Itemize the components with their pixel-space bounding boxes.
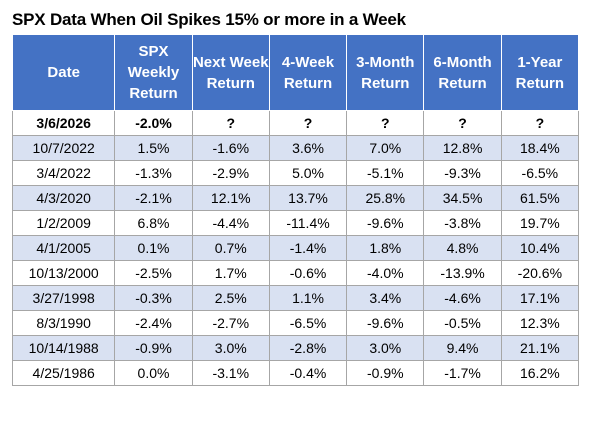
return-cell: -9.6% <box>346 210 425 236</box>
column-header: Next Week Return <box>191 34 270 111</box>
return-cell: 10.4% <box>500 235 580 261</box>
return-cell: ? <box>423 110 502 136</box>
table-row: 3/27/1998 -0.3% 2.5% 1.1% 3.4% -4.6% 17.1% <box>11 285 580 311</box>
return-cell: -2.7% <box>191 310 270 336</box>
return-cell: 6.8% <box>114 210 193 236</box>
column-header: 1-Year Return <box>500 34 580 111</box>
return-cell: 0.7% <box>191 235 270 261</box>
return-cell: 34.5% <box>423 185 502 211</box>
return-cell: 18.4% <box>500 135 580 161</box>
return-cell: -3.8% <box>423 210 502 236</box>
return-cell: -2.9% <box>191 160 270 186</box>
return-cell: -1.6% <box>191 135 270 161</box>
return-cell: ? <box>268 110 348 136</box>
date-cell: 8/3/1990 <box>11 310 116 336</box>
return-cell: -0.5% <box>423 310 502 336</box>
return-cell: -5.1% <box>346 160 425 186</box>
return-cell: -1.4% <box>268 235 348 261</box>
return-cell: -0.6% <box>268 260 348 286</box>
return-cell: 16.2% <box>500 360 580 386</box>
return-cell: 4.8% <box>423 235 502 261</box>
return-cell: 3.6% <box>268 135 348 161</box>
return-cell: 3.0% <box>346 335 425 361</box>
date-cell: 1/2/2009 <box>11 210 116 236</box>
return-cell: -9.3% <box>423 160 502 186</box>
return-cell: -0.9% <box>114 335 193 361</box>
return-cell: 25.8% <box>346 185 425 211</box>
table-row: 3/4/2022 -1.3% -2.9% 5.0% -5.1% -9.3% -6.5% <box>11 160 580 186</box>
column-header: 4-Week Return <box>268 34 348 111</box>
table-row: 4/3/2020 -2.1% 12.1% 13.7% 25.8% 34.5% 61.5% <box>11 185 580 211</box>
return-cell: -0.4% <box>268 360 348 386</box>
return-cell: 1.5% <box>114 135 193 161</box>
return-cell: -4.4% <box>191 210 270 236</box>
return-cell: -2.4% <box>114 310 193 336</box>
column-header: 6-Month Return <box>423 34 502 111</box>
date-cell: 4/1/2005 <box>11 235 116 261</box>
return-cell: -13.9% <box>423 260 502 286</box>
return-cell: -20.6% <box>500 260 580 286</box>
return-cell: 12.3% <box>500 310 580 336</box>
date-cell: 4/25/1986 <box>11 360 116 386</box>
date-cell: 4/3/2020 <box>11 185 116 211</box>
return-cell: -11.4% <box>268 210 348 236</box>
return-cell: ? <box>346 110 425 136</box>
return-cell: -3.1% <box>191 360 270 386</box>
column-header: Date <box>11 34 116 111</box>
return-cell: 0.0% <box>114 360 193 386</box>
header-row: Date SPX Weekly Return Next Week Return 4-W… <box>11 34 580 111</box>
return-cell: -1.7% <box>423 360 502 386</box>
table-row: 10/13/2000 -2.5% 1.7% -0.6% -4.0% -13.9% -20.6… <box>11 260 580 286</box>
date-cell: 3/6/2026 <box>11 110 116 136</box>
table-row: 4/1/2005 0.1% 0.7% -1.4% 1.8% 4.8% 10.4% <box>11 235 580 261</box>
return-cell: 7.0% <box>346 135 425 161</box>
table-row: 3/6/2026 -2.0%????? <box>11 110 580 136</box>
return-cell: 2.5% <box>191 285 270 311</box>
date-cell: 3/4/2022 <box>11 160 116 186</box>
return-cell: ? <box>500 110 580 136</box>
table-row: 10/14/1988 -0.9% 3.0% -2.8% 3.0% 9.4% 21.1% <box>11 335 580 361</box>
return-cell: -1.3% <box>114 160 193 186</box>
return-cell: -4.6% <box>423 285 502 311</box>
return-cell: -2.8% <box>268 335 348 361</box>
date-cell: 10/7/2022 <box>11 135 116 161</box>
return-cell: -0.3% <box>114 285 193 311</box>
table-row: 1/2/2009 6.8% -4.4% -11.4% -9.6% -3.8% 19.7% <box>11 210 580 236</box>
return-cell: 1.7% <box>191 260 270 286</box>
table-title: SPX Data When Oil Spikes 15% or more in … <box>12 10 406 29</box>
return-cell: -2.5% <box>114 260 193 286</box>
return-cell: -0.9% <box>346 360 425 386</box>
return-cell: 19.7% <box>500 210 580 236</box>
date-cell: 3/27/1998 <box>11 285 116 311</box>
table-row: 8/3/1990 -2.4% -2.7% -6.5% -9.6% -0.5% 12.3% <box>11 310 580 336</box>
date-cell: 10/14/1988 <box>11 335 116 361</box>
return-cell: 12.1% <box>191 185 270 211</box>
return-cell: 0.1% <box>114 235 193 261</box>
date-cell: 10/13/2000 <box>11 260 116 286</box>
table-body: 3/6/2026 -2.0%????? 10/7/2022 1.5% -1.6% 3.6%… <box>11 110 580 386</box>
return-cell: 9.4% <box>423 335 502 361</box>
return-cell: -9.6% <box>346 310 425 336</box>
return-cell: 12.8% <box>423 135 502 161</box>
return-cell: 1.1% <box>268 285 348 311</box>
column-header: SPX Weekly Return <box>114 34 193 111</box>
return-cell: -6.5% <box>268 310 348 336</box>
return-cell: 21.1% <box>500 335 580 361</box>
return-cell: 3.0% <box>191 335 270 361</box>
return-cell: -4.0% <box>346 260 425 286</box>
table-row: 4/25/1986 0.0% -3.1% -0.4% -0.9% -1.7% 16.2% <box>11 360 580 386</box>
return-cell: -6.5% <box>500 160 580 186</box>
return-cell: 1.8% <box>346 235 425 261</box>
return-cell: 17.1% <box>500 285 580 311</box>
return-cell: 61.5% <box>500 185 580 211</box>
spx-oil-spike-table: Date SPX Weekly Return Next Week Return 4-W… <box>11 34 580 386</box>
return-cell: ? <box>191 110 270 136</box>
return-cell: 3.4% <box>346 285 425 311</box>
table-row: 10/7/2022 1.5% -1.6% 3.6% 7.0% 12.8% 18.4% <box>11 135 580 161</box>
return-cell: 5.0% <box>268 160 348 186</box>
column-header: 3-Month Return <box>346 34 425 111</box>
return-cell: -2.1% <box>114 185 193 211</box>
return-cell: -2.0% <box>114 110 193 136</box>
return-cell: 13.7% <box>268 185 348 211</box>
